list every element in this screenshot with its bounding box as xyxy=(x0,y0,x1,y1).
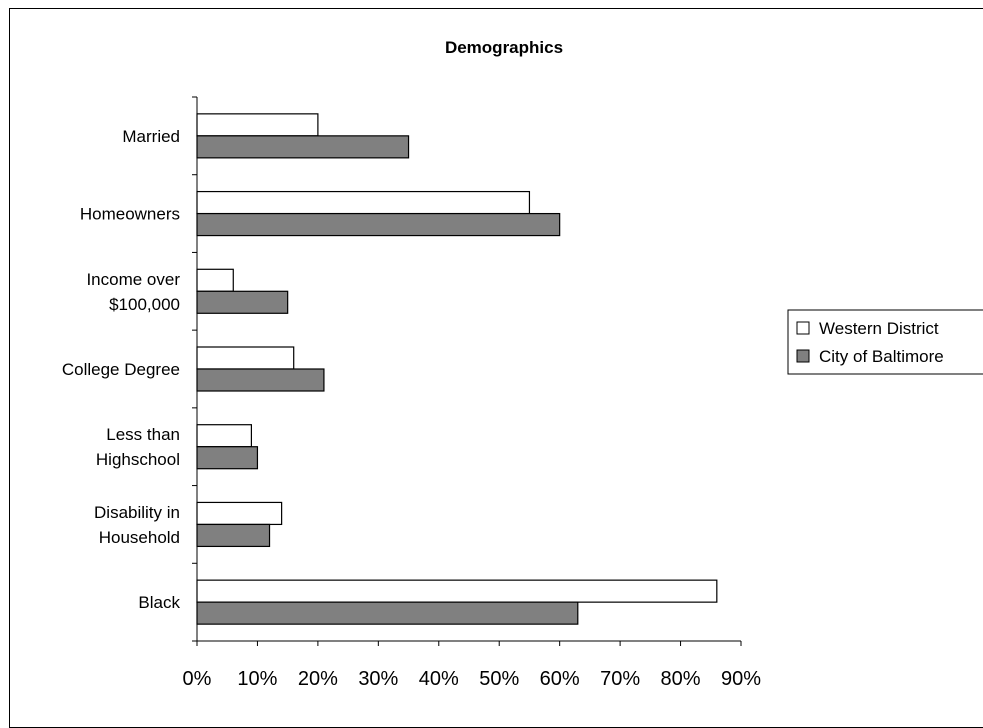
bar-western-district xyxy=(196,501,283,526)
legend-label: City of Baltimore xyxy=(819,347,944,366)
category-label: Less than Highschool xyxy=(96,425,180,469)
category-label: College Degree xyxy=(62,360,180,379)
x-tick-label: 40% xyxy=(419,668,459,690)
bar-city-of-baltimore xyxy=(196,368,325,392)
legend-box xyxy=(787,309,983,375)
x-tick-label: 70% xyxy=(600,668,640,690)
x-tick-label: 60% xyxy=(540,668,580,690)
legend-label: Western District xyxy=(819,319,939,338)
legend-swatch xyxy=(796,349,810,363)
x-tick-label: 0% xyxy=(183,668,212,690)
x-tick-label: 50% xyxy=(479,668,519,690)
bar-western-district xyxy=(196,346,295,370)
bar-city-of-baltimore xyxy=(196,135,410,159)
chart-title: Demographics xyxy=(445,38,563,57)
bar-western-district xyxy=(196,424,253,448)
x-tick-label: 80% xyxy=(661,668,701,690)
bar-western-district xyxy=(196,190,531,215)
x-tick-label: 90% xyxy=(721,668,761,690)
category-label: Homeowners xyxy=(80,205,180,224)
bar-city-of-baltimore xyxy=(196,446,259,470)
plot-area: 0% 10% 20% 30% 40% 50% 60% 70% 80% 90% Married Home… xyxy=(62,96,761,690)
category-label: Disability in Household xyxy=(94,503,180,547)
category-label: Married xyxy=(122,127,180,146)
x-tick-label: 30% xyxy=(358,668,398,690)
bar-western-district xyxy=(196,579,718,603)
legend: Western District City of Baltimore xyxy=(787,309,983,375)
bar-city-of-baltimore xyxy=(196,290,289,314)
bar-western-district xyxy=(196,268,234,292)
x-tick-label: 10% xyxy=(237,668,277,690)
bar-city-of-baltimore xyxy=(196,212,561,237)
category-label: Black xyxy=(138,593,180,612)
legend-swatch xyxy=(796,321,810,335)
bar-western-district xyxy=(196,113,319,137)
category-label: Income over $100,000 xyxy=(86,270,180,314)
bar-city-of-baltimore xyxy=(196,601,579,625)
x-tick-label: 20% xyxy=(298,668,338,690)
bar-city-of-baltimore xyxy=(196,523,271,548)
